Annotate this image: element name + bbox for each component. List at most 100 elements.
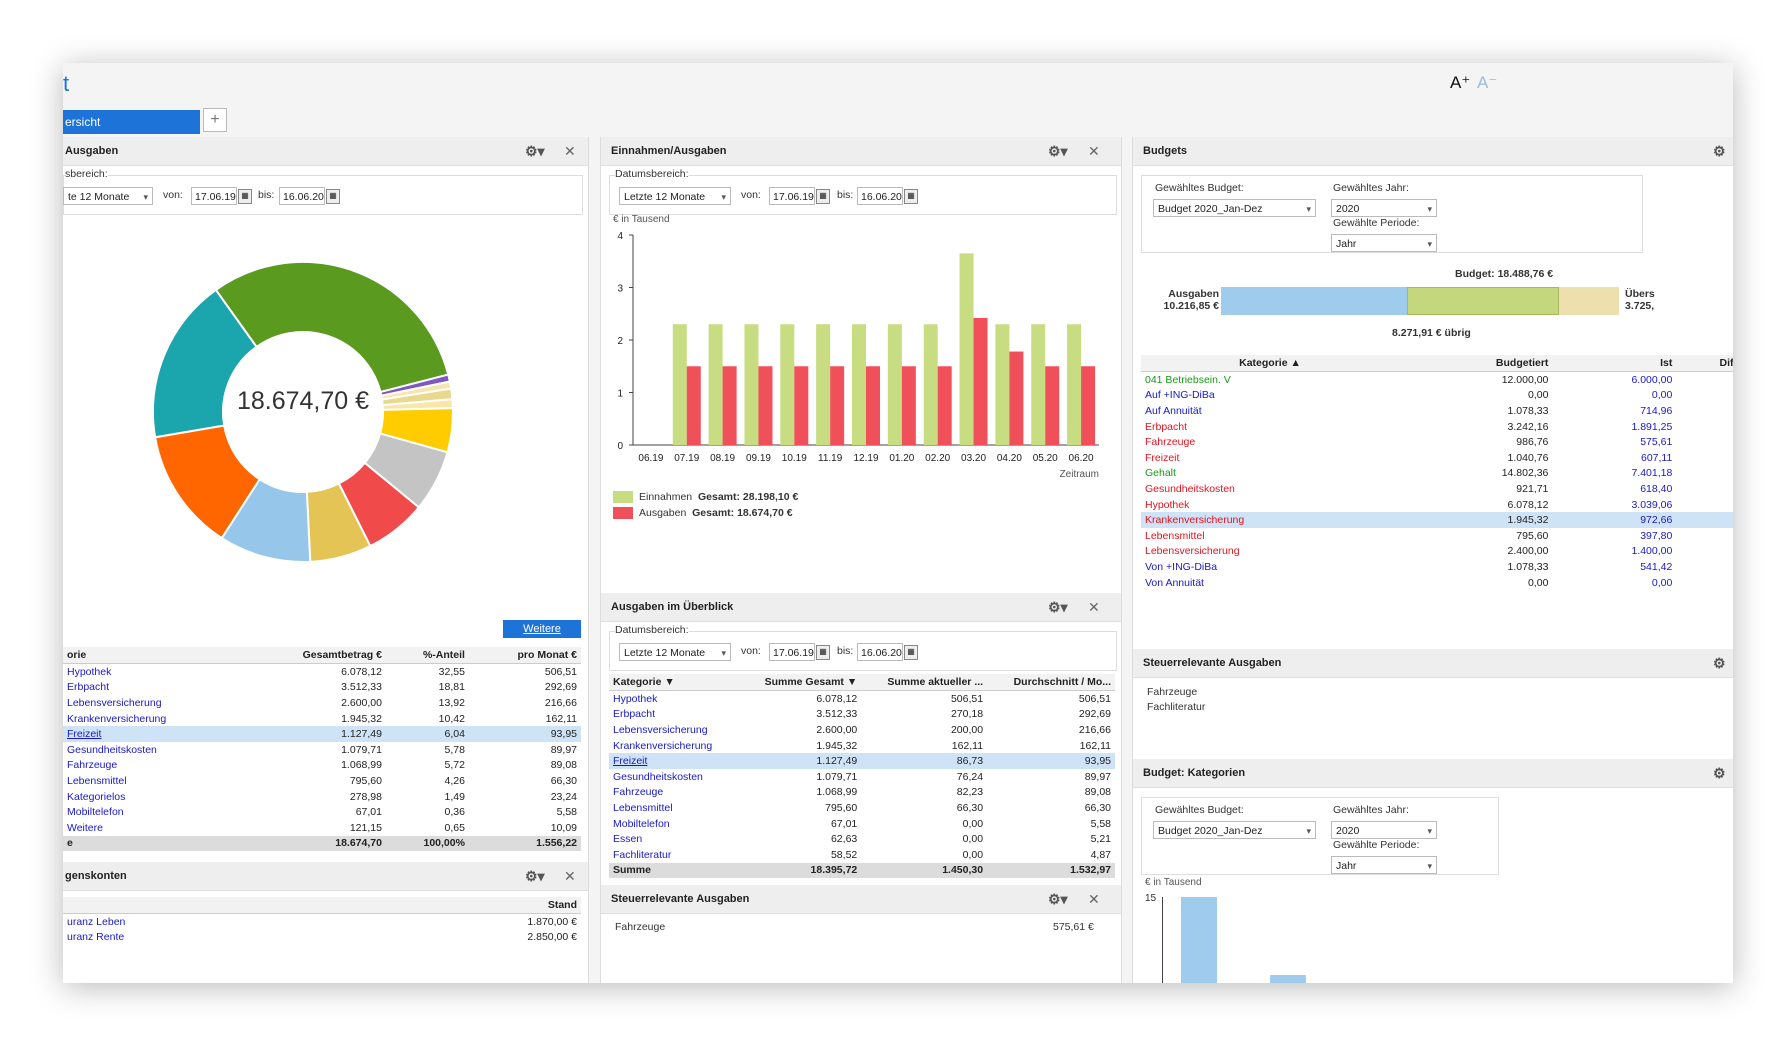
bar-ausgaben[interactable] — [973, 317, 988, 445]
tab-overview[interactable]: ersicht — [63, 110, 200, 134]
table-row[interactable]: Mobiltelefon 67,01 0,36 5,58 — [63, 804, 581, 820]
donut-slice[interactable] — [214, 261, 450, 394]
table-row[interactable]: Erbpacht 3.512,33 18,81 292,69 — [63, 680, 581, 696]
close-icon[interactable]: ✕ — [564, 143, 576, 159]
bar-ausgaben[interactable] — [758, 366, 773, 445]
close-icon[interactable]: ✕ — [1088, 143, 1100, 159]
add-tab-button[interactable]: + — [203, 108, 227, 132]
bar-ausgaben[interactable] — [686, 366, 701, 445]
table-row[interactable]: Lebensversicherung 2.600,00 200,00 216,66 — [609, 722, 1115, 738]
bar-ausgaben[interactable] — [722, 366, 737, 445]
table-row[interactable]: Erbpacht 3.242,16 1.891,25 — [1141, 419, 1733, 435]
font-increase-button[interactable]: A⁺ — [1450, 73, 1471, 92]
table-row[interactable]: Hypothek 6.078,12 3.039,06 — [1141, 497, 1733, 513]
year-select[interactable]: 2020 ▾ — [1331, 821, 1437, 839]
col-header[interactable]: Summe Gesamt ▼ — [739, 674, 862, 691]
table-row[interactable]: Fahrzeuge 986,76 575,61 — [1141, 434, 1733, 450]
donut-slice[interactable] — [152, 288, 258, 439]
bar-einnahmen[interactable] — [672, 324, 687, 445]
calendar-icon[interactable]: ▦ — [238, 189, 252, 204]
table-row[interactable]: Auf Annuität 1.078,33 714,96 — [1141, 403, 1733, 419]
table-row[interactable]: Fachliteratur 58,52 0,00 4,87 — [609, 847, 1115, 863]
bar-einnahmen[interactable] — [780, 324, 795, 445]
date-range-select[interactable]: te 12 Monate ▾ — [63, 187, 153, 205]
table-row[interactable]: Auf +ING-DiBa 0,00 0,00 — [1141, 388, 1733, 404]
col-header[interactable]: orie — [63, 647, 241, 664]
date-range-select[interactable]: Letzte 12 Monate ▾ — [619, 187, 731, 205]
table-row[interactable]: Gesundheitskosten 921,71 618,40 — [1141, 481, 1733, 497]
bar-einnahmen[interactable] — [816, 324, 831, 445]
bar-ausgaben[interactable] — [830, 366, 845, 445]
bar-einnahmen[interactable] — [959, 253, 974, 445]
table-row[interactable]: Krankenversicherung 1.945,32 162,11 162,11 — [609, 738, 1115, 754]
bar-ausgaben[interactable] — [1081, 366, 1096, 445]
table-row[interactable]: Lebensversicherung 2.400,00 1.400,00 — [1141, 544, 1733, 560]
gear-icon[interactable]: ⚙▾ — [525, 868, 545, 884]
bar-einnahmen[interactable] — [923, 324, 938, 445]
bar-ausgaben[interactable] — [866, 366, 880, 445]
table-row[interactable]: Von Annuität 0,00 0,00 — [1141, 575, 1733, 591]
table-row[interactable]: Krankenversicherung 1.945,32 10,42 162,11 — [63, 711, 581, 727]
table-row[interactable]: Freizeit 1.127,49 6,04 93,95 — [63, 726, 581, 742]
bar-einnahmen[interactable] — [995, 324, 1010, 445]
table-row[interactable]: Lebensversicherung 2.600,00 13,92 216,66 — [63, 695, 581, 711]
table-row[interactable]: Gesundheitskosten 1.079,71 76,24 89,97 — [609, 769, 1115, 785]
date-range-select[interactable]: Letzte 12 Monate ▾ — [619, 643, 731, 661]
bar-ausgaben[interactable] — [1009, 351, 1024, 445]
from-date-input[interactable]: 17.06.19 ▦ — [769, 643, 830, 661]
bar-einnahmen[interactable] — [887, 324, 902, 445]
table-row[interactable]: 041 Betriebsein. V 12.000,00 6.000,00 — [1141, 372, 1733, 388]
table-row[interactable]: Lebensmittel 795,60 66,30 66,30 — [609, 800, 1115, 816]
bar-einnahmen[interactable] — [744, 324, 759, 445]
period-select[interactable]: Jahr ▾ — [1331, 856, 1437, 874]
gear-icon[interactable]: ⚙ — [1713, 655, 1726, 671]
bar-ausgaben[interactable] — [901, 366, 916, 445]
table-row[interactable]: Freizeit 1.127,49 86,73 93,95 — [609, 753, 1115, 769]
table-row[interactable]: Erbpacht 3.512,33 270,18 292,69 — [609, 707, 1115, 723]
col-header[interactable]: %-Anteil — [385, 647, 469, 664]
col-header[interactable]: Durchschnitt / Mo... — [987, 674, 1115, 691]
calendar-icon[interactable]: ▦ — [904, 189, 918, 204]
gear-icon[interactable]: ⚙▾ — [1048, 891, 1068, 907]
close-icon[interactable]: ✕ — [1088, 891, 1100, 907]
bar-ausgaben[interactable] — [937, 366, 952, 445]
calendar-icon[interactable]: ▦ — [326, 189, 340, 204]
table-row[interactable]: Kategorielos 278,98 1,49 23,24 — [63, 789, 581, 805]
bar-einnahmen[interactable] — [1031, 324, 1046, 445]
table-row[interactable]: Weitere 121,15 0,65 10,09 — [63, 820, 581, 836]
table-row[interactable]: Von +ING-DiBa 1.078,33 541,42 — [1141, 559, 1733, 575]
from-date-input[interactable]: 17.06.19 ▦ — [769, 187, 830, 205]
bar-einnahmen[interactable] — [708, 324, 723, 445]
col-header[interactable]: pro Monat € — [468, 647, 581, 664]
table-row[interactable]: Lebensmittel 795,60 397,80 — [1141, 528, 1733, 544]
close-icon[interactable]: ✕ — [1088, 599, 1100, 615]
bar-einnahmen[interactable] — [1067, 324, 1082, 445]
budget-select[interactable]: Budget 2020_Jan-Dez ▾ — [1153, 199, 1316, 217]
calendar-icon[interactable]: ▦ — [816, 189, 830, 204]
table-row[interactable]: Freizeit 1.040,76 607,11 — [1141, 450, 1733, 466]
gear-icon[interactable]: ⚙▾ — [525, 143, 545, 159]
table-row[interactable]: Hypothek 6.078,12 506,51 506,51 — [609, 691, 1115, 707]
budget-select[interactable]: Budget 2020_Jan-Dez ▾ — [1153, 821, 1316, 839]
col-header[interactable]: Ist — [1552, 355, 1677, 372]
table-row[interactable]: Mobiltelefon 67,01 0,00 5,58 — [609, 816, 1115, 832]
col-header[interactable]: Summe aktueller ... — [861, 674, 988, 691]
col-header[interactable]: Kategorie ▼ — [609, 674, 740, 691]
bar-ausgaben[interactable] — [1045, 366, 1060, 445]
gear-icon[interactable]: ⚙ — [1713, 765, 1726, 781]
bar-einnahmen[interactable] — [852, 324, 866, 445]
col-header[interactable]: Diff — [1676, 355, 1733, 372]
calendar-icon[interactable]: ▦ — [816, 645, 830, 660]
table-row[interactable]: Fahrzeuge 1.068,99 5,72 89,08 — [63, 758, 581, 774]
table-row[interactable]: Fahrzeuge 1.068,99 82,23 89,08 — [609, 785, 1115, 801]
more-button[interactable]: Weitere — [503, 620, 581, 638]
col-header[interactable]: Gesamtbetrag € — [240, 647, 386, 664]
account-row[interactable]: uranz Leben 1.870,00 € — [63, 914, 581, 930]
period-select[interactable]: Jahr ▾ — [1331, 234, 1437, 252]
close-icon[interactable]: ✕ — [564, 868, 576, 884]
table-row[interactable]: Krankenversicherung 1.945,32 972,66 — [1141, 512, 1733, 528]
table-row[interactable]: Gehalt 14.802,36 7.401,18 — [1141, 466, 1733, 482]
gear-icon[interactable]: ⚙▾ — [1048, 599, 1068, 615]
font-decrease-button[interactable]: A⁻ — [1477, 73, 1498, 92]
year-select[interactable]: 2020 ▾ — [1331, 199, 1437, 217]
